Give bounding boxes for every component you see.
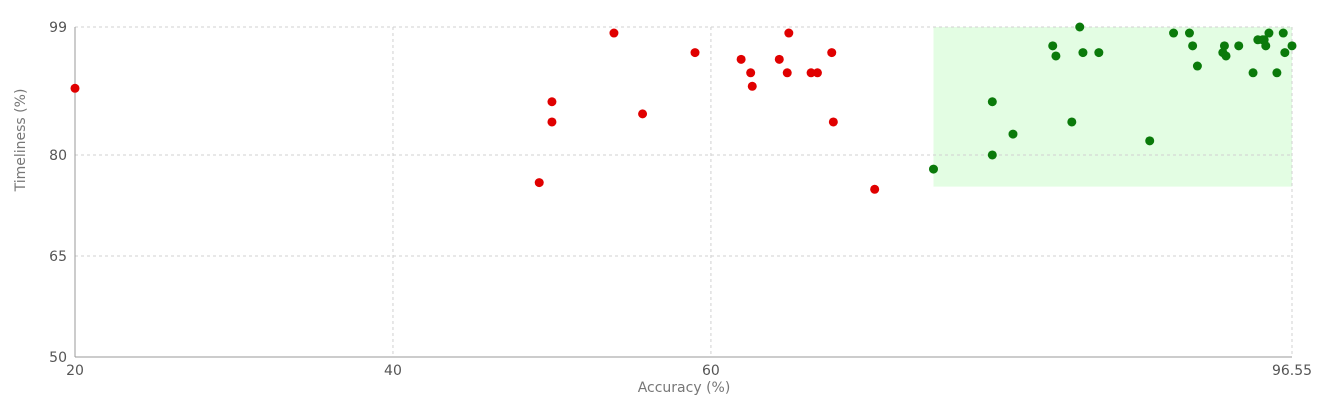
y-tick-label: 80 [49,148,67,164]
data-point [1048,41,1058,51]
data-point [1219,41,1229,51]
data-point [1264,28,1274,38]
y-tick-label: 65 [49,249,67,265]
highlight-layer [933,27,1292,187]
y-tick-label: 50 [49,350,67,366]
data-point [870,184,880,194]
data-point [1067,117,1077,127]
data-point [1145,136,1155,146]
highlight-region [933,27,1292,187]
data-point [1272,68,1282,78]
axis-layer: 20 40 60 96.55 50 65 80 99 [49,20,1312,379]
data-point [774,54,784,64]
x-axis-title: Accuracy (%) [638,380,731,396]
data-point [1094,48,1104,58]
points-layer [70,22,1297,194]
x-tick-label: 40 [384,363,402,379]
data-point [1261,41,1271,51]
data-point [1051,51,1061,61]
data-point [690,48,700,58]
data-point [1075,22,1085,32]
x-tick-label: 96.55 [1272,363,1312,379]
data-point [534,178,544,188]
x-tick-label: 20 [66,363,84,379]
data-point [747,81,757,91]
data-point [1192,61,1202,71]
y-tick-label: 99 [49,20,67,36]
data-point [1169,28,1179,38]
data-point [746,68,756,78]
data-point [1221,51,1231,61]
data-point [1078,48,1088,58]
data-point [784,28,794,38]
data-point [928,164,938,174]
data-point [782,68,792,78]
data-point [1184,28,1194,38]
data-point [70,83,80,93]
data-point [812,68,822,78]
data-point [736,54,746,64]
data-point [1287,41,1297,51]
data-point [827,48,837,58]
data-point [1248,68,1258,78]
y-axis-title: Timeliness (%) [13,89,29,193]
data-point [547,97,557,107]
x-tick-label: 60 [702,363,720,379]
data-point [1008,129,1018,139]
data-point [806,68,816,78]
data-point [638,109,648,119]
data-point [1234,41,1244,51]
data-point [1280,48,1290,58]
data-point [1278,28,1288,38]
data-point [547,117,557,127]
data-point [609,28,619,38]
data-point [987,97,997,107]
data-point [1188,41,1198,51]
data-point [828,117,838,127]
data-point [987,150,997,160]
